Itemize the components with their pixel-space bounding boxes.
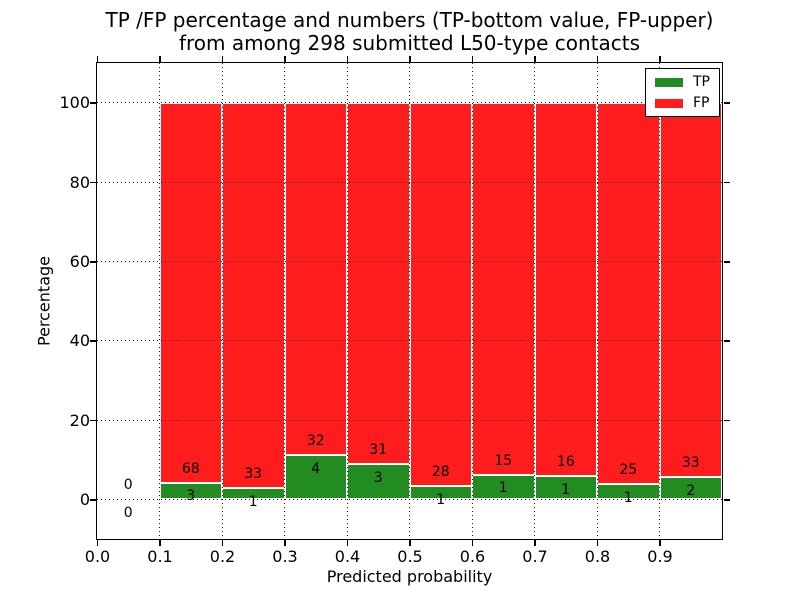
tp-count-label: 1 xyxy=(561,481,571,498)
v-gridline xyxy=(221,63,223,539)
x-axis-tick xyxy=(471,539,474,546)
x-axis-top-tick xyxy=(96,56,99,62)
tp-legend-swatch xyxy=(655,77,683,87)
fp-count-label: 33 xyxy=(244,465,263,482)
fp-count-label: 16 xyxy=(556,454,575,471)
v-gridline xyxy=(471,63,473,539)
x-axis-top-tick xyxy=(409,56,411,62)
fp-count-label: 33 xyxy=(681,454,700,471)
x-axis-tick xyxy=(534,539,536,546)
y-axis-tick xyxy=(90,102,96,104)
tp-count-label: 1 xyxy=(248,493,258,510)
tp-count-label: 4 xyxy=(311,461,321,478)
tp-count-label: 3 xyxy=(373,470,383,487)
y-axis-right-tick xyxy=(724,340,730,342)
y-axis-tick xyxy=(90,499,96,501)
v-gridline xyxy=(346,63,348,539)
y-axis-right-tick xyxy=(724,261,730,263)
v-gridline xyxy=(159,63,160,539)
x-axis-top-tick xyxy=(159,56,161,62)
y-tick-label: 60 xyxy=(69,251,90,271)
grid-layer xyxy=(97,63,722,539)
tp-bar-segment xyxy=(472,474,535,500)
fp-bar-segment xyxy=(659,102,722,477)
x-axis-top-tick xyxy=(221,56,224,62)
y-axis-right-tick xyxy=(724,499,730,501)
y-axis-tick xyxy=(90,340,96,342)
x-axis-top-tick xyxy=(596,56,599,62)
fp-count-label: 25 xyxy=(619,462,638,479)
x-axis-top-tick xyxy=(346,56,349,62)
x-tick-label: 0.5 xyxy=(397,546,423,566)
fp-count-label: 15 xyxy=(494,452,513,469)
y-axis-right-tick xyxy=(724,102,730,104)
x-tick-label: 0.4 xyxy=(334,546,361,566)
x-tick-label: 0.6 xyxy=(459,546,486,566)
x-axis-tick xyxy=(409,539,411,546)
fp-count-label: 31 xyxy=(369,442,388,459)
y-axis-tick xyxy=(90,419,96,422)
x-axis-tick xyxy=(346,539,349,546)
x-tick-label: 0.7 xyxy=(522,546,548,566)
y-tick-label: 20 xyxy=(69,410,90,430)
x-axis-label: Predicted probability xyxy=(326,567,493,586)
x-tick-label: 0.0 xyxy=(84,546,111,566)
tp-count-label: 0 xyxy=(123,505,133,522)
x-tick-label: 0.8 xyxy=(584,546,611,566)
x-tick-label: 0.2 xyxy=(209,546,236,566)
x-axis-tick xyxy=(96,539,99,546)
x-tick-label: 0.9 xyxy=(647,546,673,566)
tp-count-label: 3 xyxy=(186,488,196,505)
x-axis-tick xyxy=(659,539,661,546)
chart-title-line2: from among 298 submitted L50-type contac… xyxy=(178,31,641,55)
fp-bar-segment xyxy=(159,102,222,483)
tp-count-label: 1 xyxy=(436,491,446,508)
v-gridline xyxy=(409,63,410,539)
v-gridline xyxy=(284,63,285,539)
fp-count-label: 28 xyxy=(431,463,450,480)
y-tick-label: 100 xyxy=(59,93,90,113)
tp-count-label: 1 xyxy=(498,480,508,497)
x-axis-top-tick xyxy=(534,56,536,62)
x-axis-tick xyxy=(596,539,599,546)
x-axis-tick xyxy=(221,539,224,546)
x-axis-top-tick xyxy=(284,56,286,62)
tp-count-label: 1 xyxy=(623,489,633,506)
x-axis-top-tick xyxy=(659,56,661,62)
tp-legend-label: TP xyxy=(693,74,710,90)
v-gridline xyxy=(659,63,660,539)
y-axis-tick xyxy=(90,181,96,184)
x-tick-label: 0.1 xyxy=(147,546,173,566)
y-tick-label: 40 xyxy=(69,331,90,351)
y-axis-tick xyxy=(90,261,96,263)
legend: TP FP xyxy=(645,68,720,117)
x-tick-label: 0.3 xyxy=(272,546,298,566)
chart-title-line1: TP /FP percentage and numbers (TP-bottom… xyxy=(105,8,714,32)
annotations-layer: 0 0 68 3 33 1 32 4 31 3 28 1 15 1 16 1 25 1 33 2 xyxy=(97,63,722,539)
fp-count-label: 0 xyxy=(123,477,133,494)
v-gridline xyxy=(534,63,535,539)
x-axis-tick xyxy=(284,539,286,546)
y-tick-label: 0 xyxy=(79,489,90,509)
fp-legend-swatch xyxy=(655,98,683,108)
fp-legend-label: FP xyxy=(693,95,710,111)
tp-count-label: 2 xyxy=(686,482,696,499)
fp-count-label: 32 xyxy=(306,433,325,450)
v-gridline xyxy=(596,63,598,539)
chart-title: TP /FP percentage and numbers (TP-bottom… xyxy=(97,9,722,55)
y-axis-right-tick xyxy=(724,181,730,184)
x-axis-tick xyxy=(159,539,161,546)
legend-item-tp: TP xyxy=(655,75,710,89)
y-axis-right-tick xyxy=(724,419,730,422)
legend-item-fp: FP xyxy=(655,96,710,110)
fp-count-label: 68 xyxy=(181,460,200,477)
plot-area: 0 0 68 3 33 1 32 4 31 3 28 1 15 1 16 1 25 1 33 2 xyxy=(96,62,723,540)
y-tick-label: 80 xyxy=(69,172,90,192)
x-axis-top-tick xyxy=(471,56,474,62)
